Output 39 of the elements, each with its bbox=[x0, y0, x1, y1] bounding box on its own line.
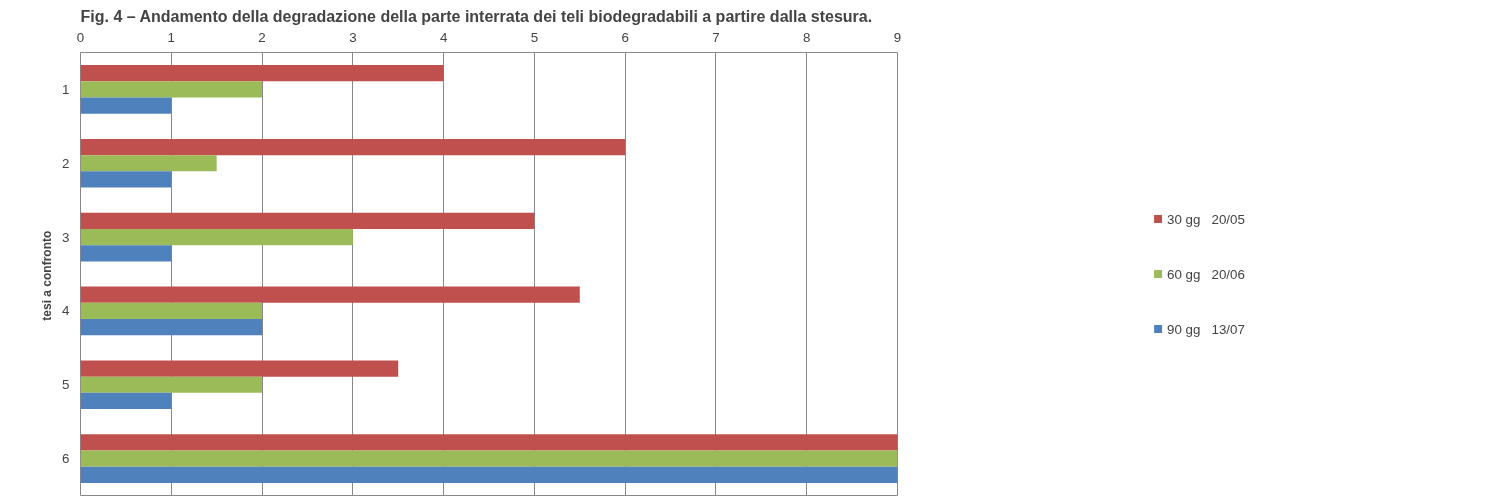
legend-label: 60 gg 20/06 bbox=[1167, 266, 1245, 281]
legend-label: 90 gg 13/07 bbox=[1167, 321, 1245, 336]
bar bbox=[80, 450, 898, 467]
legend-label: 30 gg 20/05 bbox=[1167, 211, 1245, 226]
bar bbox=[80, 434, 898, 451]
x-tick-label: 0 bbox=[76, 29, 85, 45]
y-axis-title: tesi a confronto bbox=[40, 230, 55, 321]
bar bbox=[80, 65, 444, 82]
bar bbox=[80, 228, 353, 246]
bar bbox=[80, 138, 626, 156]
bar bbox=[80, 155, 217, 172]
x-tick-label: 5 bbox=[530, 29, 539, 45]
y-tick-label: 5 bbox=[62, 377, 70, 393]
x-tick-label: 2 bbox=[258, 29, 266, 45]
bar bbox=[80, 97, 172, 114]
y-tick-label: 4 bbox=[62, 303, 71, 319]
bar bbox=[80, 245, 172, 262]
y-tick-label: 3 bbox=[62, 229, 70, 245]
bar bbox=[80, 319, 263, 336]
bar bbox=[80, 360, 399, 377]
bar bbox=[80, 171, 172, 188]
x-tick-label: 7 bbox=[712, 29, 720, 45]
y-tick-label: 2 bbox=[62, 155, 70, 171]
x-tick-label: 6 bbox=[621, 29, 629, 45]
y-tick-label: 6 bbox=[62, 451, 70, 467]
x-tick-label: 9 bbox=[893, 29, 902, 45]
bar bbox=[80, 212, 535, 229]
bar bbox=[80, 286, 580, 303]
x-tick-label: 3 bbox=[349, 29, 357, 45]
x-tick-label: 4 bbox=[439, 29, 448, 45]
x-tick-label: 8 bbox=[803, 29, 811, 45]
x-tick-label: 1 bbox=[167, 29, 175, 45]
chart-title: Fig. 4 – Andamento della degradazione della parte interrata dei teli biodegradabili a partire dalla stesura. bbox=[80, 7, 873, 25]
bar bbox=[80, 466, 898, 483]
bar bbox=[80, 392, 172, 410]
bar bbox=[80, 81, 263, 98]
y-tick-label: 1 bbox=[62, 81, 70, 97]
bar bbox=[80, 376, 263, 393]
bar bbox=[80, 302, 263, 320]
